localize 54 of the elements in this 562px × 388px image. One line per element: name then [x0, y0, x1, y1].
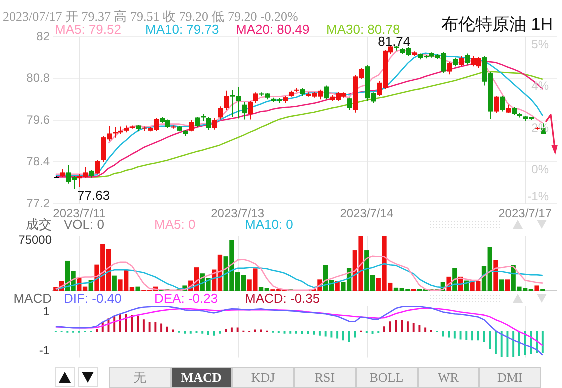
series-label: DIF: -0.40: [64, 291, 122, 306]
candlestick: [212, 118, 217, 130]
y-tick-label: 78.4: [26, 154, 50, 169]
candlestick: [253, 92, 258, 104]
candlestick: [189, 120, 194, 132]
bar: [136, 286, 140, 291]
y-tick-label: 80.8: [26, 71, 50, 86]
series-label: MACD: -0.35: [245, 291, 320, 306]
y-tick-label: 79.6: [26, 112, 50, 127]
text: 2023/07/17 开 79.37 高 79.51 收 79.20 低 79.20 -0.20%: [3, 8, 298, 24]
candlestick: [224, 90, 229, 111]
text: MACD: [170, 367, 232, 388]
candlestick: [500, 96, 505, 112]
candlestick: [324, 85, 329, 100]
series-label: DEA: -0.23: [154, 291, 218, 306]
text: WR: [418, 367, 480, 388]
text: RSI: [294, 367, 356, 388]
y-tick-label: -1: [39, 343, 50, 358]
candlestick: [447, 62, 452, 76]
y-tick-label: 82: [36, 29, 50, 44]
text: KDJ: [232, 367, 294, 388]
y-tick-label: 77.2: [26, 196, 50, 210]
candlestick: [242, 102, 247, 120]
text: MA20: 80.49: [236, 22, 310, 37]
text: MA5: 79.52: [55, 22, 122, 37]
annotation: 77.63: [78, 188, 110, 204]
text: MA30: 80.78: [326, 22, 400, 37]
candlestick: [218, 106, 223, 120]
text: BOLL: [356, 367, 418, 388]
y-axis-title: 成交: [25, 217, 52, 232]
annotation: 81.74: [378, 34, 411, 50]
chart-title: 布伦特原油 1H: [442, 15, 553, 34]
candlestick: [494, 96, 499, 114]
candlestick: [347, 97, 352, 111]
candlestick: [248, 100, 253, 120]
bar: [112, 276, 117, 291]
text: 75000: [18, 233, 52, 247]
text: MA10: 79.73: [146, 22, 220, 37]
candlestick: [206, 116, 211, 131]
bar: [505, 280, 510, 291]
candlestick: [95, 160, 100, 175]
x-tick-label: 2023/7/14: [340, 206, 394, 221]
text: 无: [109, 367, 171, 388]
bar: [494, 260, 498, 291]
y-tick-label: 1: [43, 304, 50, 319]
candlestick: [195, 116, 200, 128]
text: DMI: [479, 367, 541, 388]
x-tick-label: 2023/7/17: [498, 206, 552, 221]
bar: [534, 286, 540, 291]
y-axis-title: MACD: [12, 291, 52, 306]
bar: [500, 280, 504, 291]
text: MA5: 0: [154, 217, 196, 232]
candlestick: [465, 53, 470, 66]
candlestick: [459, 56, 464, 68]
